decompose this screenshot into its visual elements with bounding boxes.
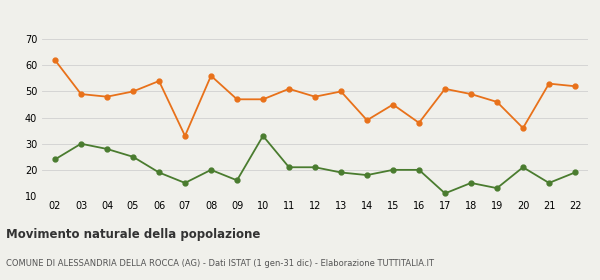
Text: COMUNE DI ALESSANDRIA DELLA ROCCA (AG) - Dati ISTAT (1 gen-31 dic) - Elaborazion: COMUNE DI ALESSANDRIA DELLA ROCCA (AG) -…	[6, 259, 434, 268]
Text: Movimento naturale della popolazione: Movimento naturale della popolazione	[6, 228, 260, 241]
